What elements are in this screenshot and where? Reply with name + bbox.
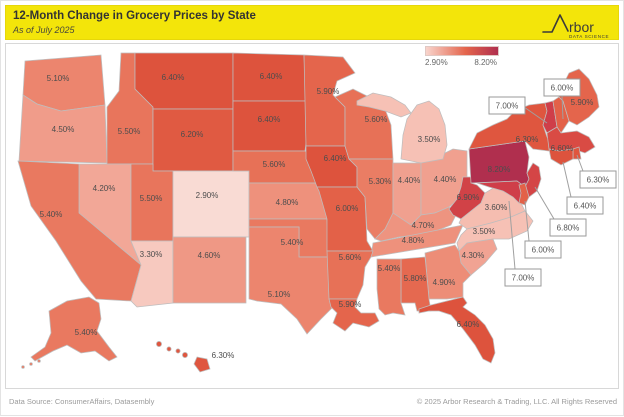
state-label-tx: 5.10%: [268, 290, 291, 299]
state-label-pa: 8.20%: [488, 165, 511, 174]
state-hi-island[interactable]: [156, 341, 162, 347]
state-ca[interactable]: [17, 160, 142, 302]
state-label-va: 3.60%: [485, 203, 508, 212]
state-label-ca: 5.40%: [40, 210, 63, 219]
header-bar: 12-Month Change in Grocery Prices by Sta…: [5, 5, 619, 40]
state-label-fl: 6.40%: [457, 320, 480, 329]
state-label-ms: 5.40%: [378, 264, 401, 273]
state-label-ny: 6.30%: [516, 135, 539, 144]
state-label-mo: 6.00%: [336, 204, 359, 213]
callout-ct: 6.40%: [562, 161, 604, 215]
callout-label-md: 7.00%: [512, 274, 535, 283]
state-fl[interactable]: [418, 296, 496, 364]
state-mi-upper[interactable]: [356, 92, 412, 118]
state-label-nc: 3.50%: [473, 227, 496, 236]
state-sd[interactable]: [232, 100, 309, 152]
state-label-ut: 5.50%: [140, 194, 163, 203]
data-source-text: Data Source: ConsumerAffairs, Datasembly: [9, 397, 155, 406]
state-label-id: 5.50%: [118, 127, 141, 136]
state-ak-island[interactable]: [29, 362, 33, 366]
legend-gradient-bar: [425, 46, 499, 56]
callout-label-vt: 7.00%: [496, 102, 519, 111]
state-label-mn: 5.90%: [317, 87, 340, 96]
state-label-ok: 5.40%: [281, 238, 304, 247]
state-ak[interactable]: [30, 296, 118, 362]
callout-label-de: 6.00%: [532, 246, 555, 255]
callout-vt: 7.00%: [488, 96, 548, 124]
arbor-logo-mark-icon: [542, 14, 569, 33]
state-label-sd: 6.40%: [258, 115, 281, 124]
state-hi-island[interactable]: [182, 352, 188, 358]
state-mi[interactable]: [400, 100, 448, 164]
state-label-ar: 5.60%: [339, 253, 362, 262]
state-label-nm: 4.60%: [198, 251, 221, 260]
state-nc[interactable]: [456, 210, 534, 252]
state-ky[interactable]: [374, 206, 458, 242]
callout-ri: 6.30%: [576, 154, 617, 189]
state-ms[interactable]: [376, 258, 406, 316]
state-label-ia: 6.40%: [324, 154, 347, 163]
state-label-in: 4.40%: [398, 176, 421, 185]
state-label-wa: 5.10%: [47, 74, 70, 83]
state-label-or: 4.50%: [52, 125, 75, 134]
state-label-nv: 4.20%: [93, 184, 116, 193]
callout-md: 7.00%: [504, 200, 542, 287]
state-label-oh: 4.40%: [434, 175, 457, 184]
state-label-ne: 5.60%: [263, 160, 286, 169]
state-ct[interactable]: [548, 148, 574, 166]
state-label-ma: 6.60%: [551, 144, 574, 153]
color-legend: 2.90% 8.20%: [425, 46, 499, 67]
state-label-mt: 6.40%: [162, 73, 185, 82]
state-label-hi: 6.30%: [212, 351, 235, 360]
page-title: 12-Month Change in Grocery Prices by Sta…: [13, 10, 256, 22]
page-subtitle: As of July 2025: [13, 25, 75, 35]
state-hi-big-island[interactable]: [193, 356, 211, 373]
state-ak-island[interactable]: [21, 365, 25, 369]
state-label-sc: 4.30%: [462, 251, 485, 260]
arbor-logo-tagline: DATA SCIENCE: [569, 34, 609, 39]
state-label-ks: 4.80%: [276, 198, 299, 207]
state-label-ga: 4.90%: [433, 278, 456, 287]
callout-label-ct: 6.40%: [574, 202, 597, 211]
state-label-co: 2.90%: [196, 191, 219, 200]
state-label-me: 5.90%: [571, 98, 594, 107]
state-label-mi: 3.50%: [418, 135, 441, 144]
state-label-ky: 4.70%: [412, 221, 435, 230]
state-callouts: 6.00% 7.00% 6.30% 6.40% 6.80%: [488, 78, 617, 287]
callout-label-nh: 6.00%: [551, 84, 574, 93]
state-tx[interactable]: [248, 226, 354, 335]
arbor-logo: rbor DATA SCIENCE: [542, 14, 609, 39]
state-label-wy: 6.20%: [181, 130, 204, 139]
state-hi-island[interactable]: [175, 348, 181, 354]
state-ak-island[interactable]: [37, 359, 41, 363]
state-wy[interactable]: [152, 108, 234, 172]
footer-bar: Data Source: ConsumerAffairs, Datasembly…: [5, 389, 619, 415]
callout-label-nj: 6.80%: [557, 224, 580, 233]
arbor-logo-brand: rbor: [569, 19, 594, 35]
state-la[interactable]: [328, 298, 380, 332]
callout-de: 6.00%: [524, 200, 562, 259]
state-label-al: 5.80%: [404, 274, 427, 283]
state-label-la: 5.90%: [339, 300, 362, 309]
state-value-labels: 5.10% 4.50% 5.40% 4.20% 5.50% 6.40% 6.20…: [40, 72, 594, 360]
state-label-nd: 6.40%: [260, 72, 283, 81]
state-co[interactable]: [172, 170, 250, 238]
state-hi-island[interactable]: [166, 346, 172, 352]
state-label-ak: 5.40%: [75, 328, 98, 337]
state-shapes: [17, 52, 600, 373]
state-nm[interactable]: [172, 236, 247, 304]
state-label-tn: 4.80%: [402, 236, 425, 245]
callout-nj: 6.80%: [534, 186, 587, 237]
state-label-az: 3.30%: [140, 250, 163, 259]
callout-label-ri: 6.30%: [587, 176, 610, 185]
callout-nh: 6.00%: [543, 78, 581, 120]
legend-min-label: 2.90%: [425, 58, 448, 67]
legend-max-label: 8.20%: [474, 58, 497, 67]
state-label-wv: 6.90%: [457, 193, 480, 202]
copyright-text: © 2025 Arbor Research & Trading, LLC. Al…: [416, 397, 617, 406]
state-label-wi: 5.60%: [365, 115, 388, 124]
state-label-il: 5.30%: [369, 177, 392, 186]
